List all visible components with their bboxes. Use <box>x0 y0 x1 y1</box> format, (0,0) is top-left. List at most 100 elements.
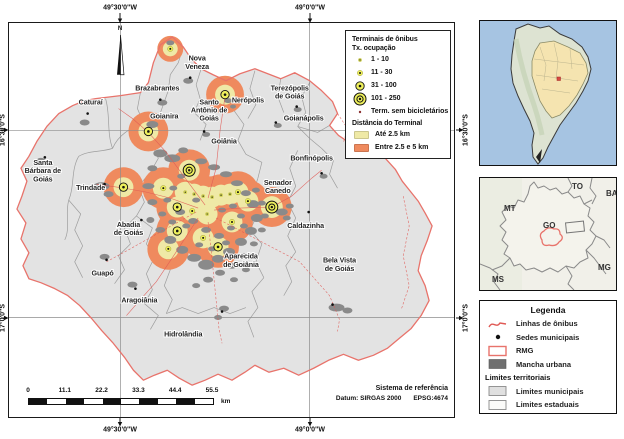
scale-bar-segment <box>176 399 195 404</box>
municipality-label: Terezópolis de Goiás <box>271 85 309 101</box>
coordinate-label: 49°30'0"W <box>103 4 137 12</box>
scale-tick-label: 11.1 <box>58 387 71 394</box>
legend-item-label: Limites estaduais <box>516 400 579 410</box>
distance-class-row: Até 2.5 km <box>352 128 447 141</box>
terminal-class-label: 1 - 10 <box>371 56 389 63</box>
urban-icon <box>488 359 507 370</box>
legend-item: Mancha urbana <box>480 358 616 372</box>
scale-bar-segment <box>65 399 85 404</box>
scale-bar-segment <box>29 399 48 404</box>
bus-line-icon <box>488 321 507 328</box>
municipality-label: Santa Bárbara de Goiás <box>25 159 62 183</box>
north-arrow-label: N <box>117 26 123 32</box>
municipality-label: Trindade <box>76 184 105 192</box>
reference-epsg: EPSG:4674 <box>413 395 448 402</box>
coordinate-label: 16°30'0"S <box>462 114 470 146</box>
legend-item: Linhas de ônibus <box>480 317 616 331</box>
terminal-class-row: 11 - 30 <box>352 66 447 79</box>
rmg-icon <box>488 345 507 356</box>
map-legend-distance-title: Distância do Terminal <box>352 120 423 127</box>
scale-unit-label: km <box>221 398 231 405</box>
municipality-label: Bela Vista de Goiás <box>323 257 357 273</box>
terminal-class-label: 11 - 30 <box>371 69 393 76</box>
scale-tick-label: 22.2 <box>95 387 108 394</box>
municipality-label: Goianira <box>150 113 179 121</box>
legend-item: Sedes municipais <box>480 331 616 345</box>
municipal-seat-dot <box>188 76 192 80</box>
distance-label: Até 2.5 km <box>375 131 411 138</box>
map-legend-box: Terminais de ônibus Tx. ocupação 1 - 10 1… <box>345 30 451 159</box>
municipality-label: Goiânia <box>211 137 238 145</box>
municipal-seat-dot <box>202 130 206 133</box>
scale-bar-segment <box>157 399 177 404</box>
municipality-label: Caturaí <box>79 99 104 107</box>
main-map: Caturaí Nova Veneza Brazabrantes Santa Bárbar… <box>8 22 455 418</box>
state-abbrev-label: MS <box>492 275 505 284</box>
legend-section-heading: Limites territoriais <box>485 373 551 383</box>
scale-tick-label: 0 <box>26 387 30 394</box>
inset-south-america <box>479 20 617 166</box>
scale-tick-label: 55.5 <box>205 387 219 394</box>
reference-title: Sistema de referência <box>375 385 448 392</box>
state-abbrev-label: BA <box>606 189 616 198</box>
coordinate-label: 16°30'0"S <box>0 114 7 146</box>
coordinate-label: 49°30'0"W <box>103 426 137 434</box>
municipal-seat-dot <box>43 156 47 159</box>
municipality-label: Aragoiânia <box>121 297 158 305</box>
scale-tick-label: 44.4 <box>168 387 182 394</box>
legend-panel: Legenda Linhas de ônibus Sedes municipais… <box>479 300 617 414</box>
terminal-class-row: 31 - 100 <box>352 79 447 92</box>
municipal-seat-dot <box>220 310 224 313</box>
legend-item-label: Mancha urbana <box>516 359 572 369</box>
scale-tick-label: 33.3 <box>132 387 145 394</box>
scale-bar-segment <box>120 399 140 404</box>
municipality-label: Guapó <box>91 270 114 278</box>
goias-state-map: TO BA MT GO MG MS <box>480 178 616 290</box>
coordinate-label: 17°0'0"S <box>0 303 7 333</box>
inset-goias: TO BA MT GO MG MS <box>479 177 617 291</box>
state-abbrev-label: GO <box>543 221 555 230</box>
municipal-seat-dot <box>86 112 89 115</box>
municipal-icon <box>488 386 507 397</box>
legend-item: Limites municipais <box>480 385 616 399</box>
municipality-label: Brazabrantes <box>135 85 179 93</box>
municipal-seat-dot <box>307 210 310 214</box>
coordinate-label: 49°0'0"W <box>295 4 325 12</box>
seat-dot-icon <box>495 335 501 340</box>
municipal-seat-dot <box>320 171 323 175</box>
rmg-location-marker <box>556 76 561 81</box>
terminal-class-row: 101 - 250 <box>352 92 447 105</box>
coordinate-label: 17°0'0"S <box>462 303 470 333</box>
municipality-label: Nerópolis <box>232 97 264 105</box>
legend-item-label: Sedes municipais <box>516 332 580 342</box>
coordinate-label: 49°0'0"W <box>295 426 325 434</box>
legend-item: RMG <box>480 344 616 358</box>
state-icon <box>488 399 507 410</box>
distance-label: Entre 2.5 e 5 km <box>375 144 429 151</box>
municipal-seat-dot <box>274 121 278 124</box>
legend-item-label: Linhas de ônibus <box>516 319 578 329</box>
scale-bar-segment <box>102 399 121 404</box>
municipality-label: Aparecida de Goiânia <box>223 253 260 269</box>
municipal-seat-dot <box>331 303 334 306</box>
municipality-label: Nova Veneza <box>185 55 210 71</box>
map-legend-subtitle: Tx. ocupação <box>352 45 396 52</box>
terminal-class-row: 1 - 10 <box>352 53 447 66</box>
scale-bar: 0 11.1 22.2 33.3 44.4 55.5 km <box>26 387 248 417</box>
terminal-class-label: 31 - 100 <box>371 82 397 89</box>
municipality-label: Abadia de Goiás <box>114 221 144 237</box>
municipal-seat-dot <box>105 258 108 262</box>
state-abbrev-label: TO <box>572 182 583 191</box>
df-shape <box>564 220 586 234</box>
rmg-outline-inset <box>539 227 563 247</box>
distance-swatch <box>354 143 369 152</box>
municipality-label: Santo Antônio de Goiás <box>191 98 227 122</box>
no-bike-row: Term. sem bicicletários <box>352 105 448 118</box>
municipal-seat-dot <box>103 182 106 186</box>
map-legend-title: Terminais de ônibus <box>352 36 418 43</box>
municipality-label: Caldazinha <box>287 222 325 230</box>
reference-datum: Datum: SIRGAS 2000 <box>335 395 402 402</box>
scale-bar-segment <box>47 399 66 404</box>
legend-item: Limites estaduais <box>480 398 616 412</box>
south-america-map <box>480 21 616 165</box>
